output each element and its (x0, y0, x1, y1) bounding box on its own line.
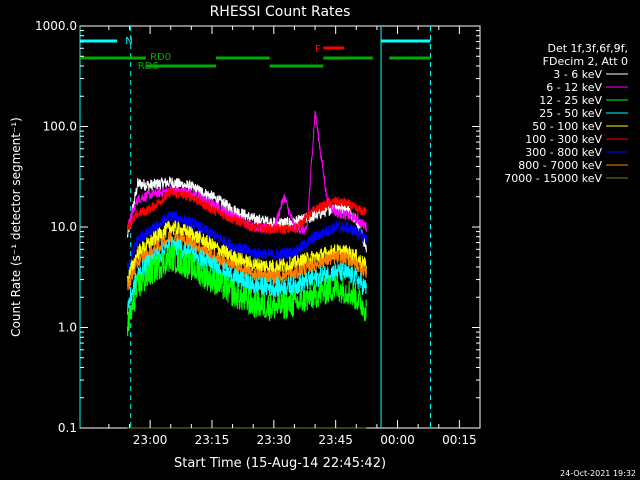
legend-entry-label: 6 - 12 keV (546, 81, 602, 94)
x-axis-label: Start Time (15-Aug-14 22:45:42) (174, 456, 386, 471)
chart-title: RHESSI Count Rates (210, 4, 351, 20)
legend-entry-label: 100 - 300 keV (525, 133, 602, 146)
legend-entry-label: 25 - 50 keV (539, 107, 602, 120)
timestamp: 24-Oct-2021 19:32 (560, 469, 636, 478)
series-line (126, 245, 367, 337)
x-tick-label: 23:15 (195, 433, 230, 447)
x-tick-label: 00:00 (380, 433, 415, 447)
y-axis-label: Count Rate (s⁻¹ detector segment⁻¹) (9, 117, 23, 337)
legend-header: FDecim 2, Att 0 (543, 55, 628, 68)
x-tick-label: 23:30 (257, 433, 292, 447)
legend: Det 1f,3f,6f,9f,FDecim 2, Att 03 - 6 keV… (504, 42, 628, 185)
legend-entry-label: 7000 - 15000 keV (504, 172, 602, 185)
flag-label: F (315, 44, 321, 55)
x-tick-label: 23:45 (318, 433, 353, 447)
x-axis-ticks: 23:00 23:15 23:30 23:45 00:00 00:15 (108, 26, 477, 447)
flag-label: RD6 (138, 61, 159, 72)
x-tick-label: 00:15 (442, 433, 477, 447)
legend-entry-label: 12 - 25 keV (539, 94, 602, 107)
flag-label: RD0 (150, 52, 171, 63)
series-lines (126, 110, 367, 429)
series-line (126, 210, 367, 271)
y-tick-label: 1.0 (58, 321, 77, 335)
legend-entry-label: 50 - 100 keV (532, 120, 602, 133)
legend-entry-label: 300 - 800 keV (525, 146, 602, 159)
y-tick-label: 1000.0 (35, 19, 77, 33)
legend-entry-label: 800 - 7000 keV (518, 159, 602, 172)
legend-entry-label: 3 - 6 keV (553, 68, 602, 81)
series-line (126, 187, 367, 236)
y-tick-label: 10.0 (50, 220, 77, 234)
x-tick-label: 23:00 (133, 433, 168, 447)
flag-label: N (125, 36, 132, 47)
y-tick-label: 0.1 (58, 421, 77, 435)
y-axis-ticks: 0.1 1.0 10.0 100.0 1000.0 (35, 19, 480, 435)
legend-header: Det 1f,3f,6f,9f, (547, 42, 628, 55)
y-tick-label: 100.0 (43, 120, 77, 134)
